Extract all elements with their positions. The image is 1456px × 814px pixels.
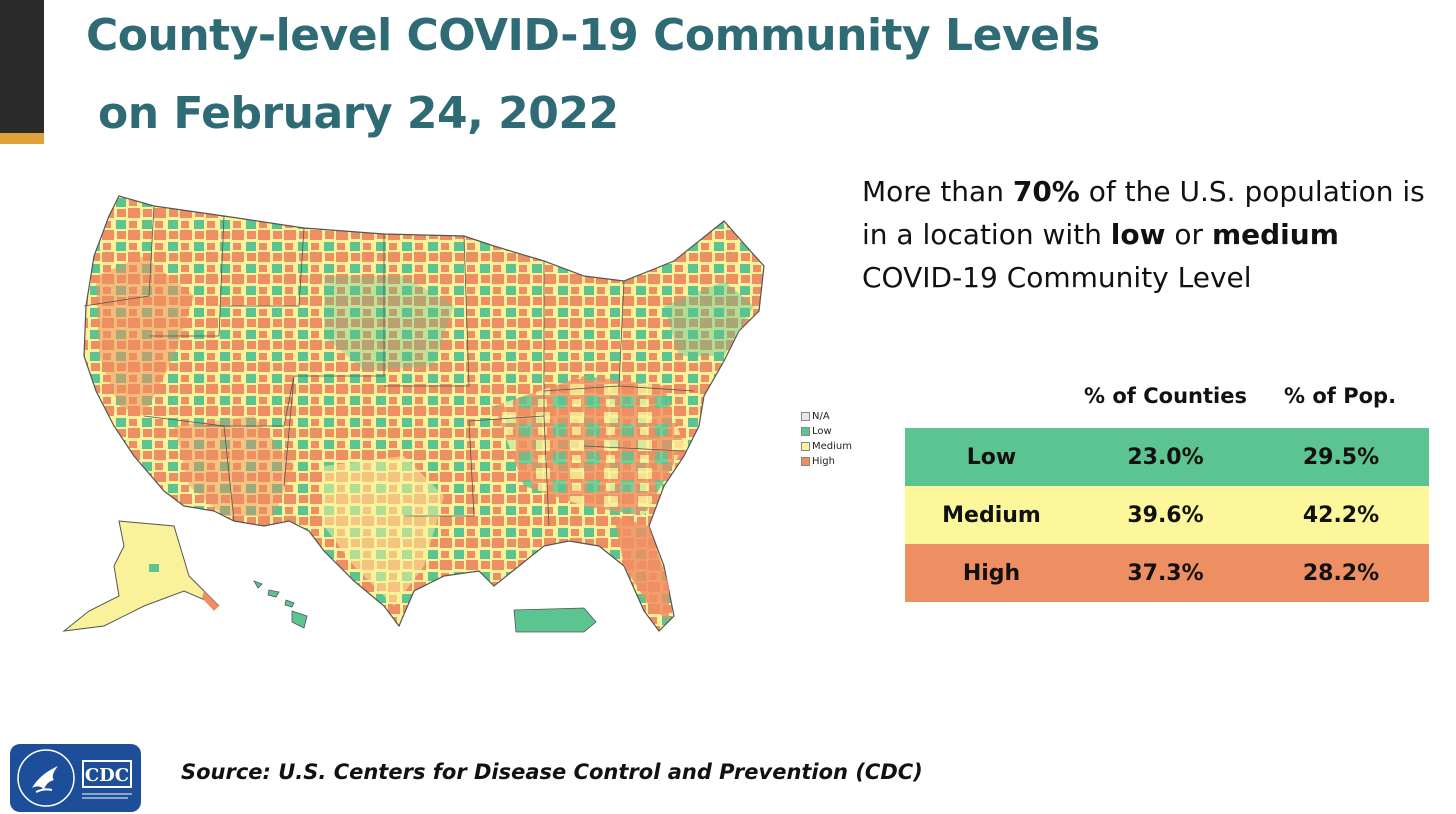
alaska-shape — [62, 520, 220, 632]
us-county-map — [62, 195, 765, 633]
cdc-logo-text: CDC — [85, 765, 129, 786]
hhs-eagle-icon: CDC — [17, 749, 132, 807]
table-row-high: High 37.3% 28.2% — [905, 544, 1429, 602]
legend-swatch-low — [801, 427, 810, 436]
legend-item-medium: Medium — [801, 439, 852, 454]
alaska-county-low — [149, 564, 159, 572]
table-cell-counties: 23.0% — [1127, 444, 1204, 470]
table-row-medium: Medium 39.6% 42.2% — [905, 486, 1429, 544]
legend-item-na: N/A — [801, 409, 852, 424]
table-cell-level: High — [962, 560, 1021, 586]
puerto-rico-shape — [513, 607, 597, 633]
corner-accent-dark — [0, 0, 44, 133]
table-cell-level: Low — [966, 444, 1017, 470]
title-line-1: County-level COVID-19 Community Levels — [86, 10, 1100, 61]
legend-label-na: N/A — [812, 411, 830, 422]
contiguous-us-shape — [83, 195, 765, 632]
map-legend: N/A Low Medium High — [801, 409, 852, 469]
legend-item-low: Low — [801, 424, 852, 439]
headline-statement: More than 70% of the U.S. population is … — [862, 170, 1442, 299]
alaska-county-high — [202, 591, 219, 611]
state-borders — [83, 205, 695, 527]
table-cell-level: Medium — [942, 502, 1041, 528]
legend-label-medium: Medium — [812, 441, 852, 452]
cdc-logo: CDC — [10, 744, 141, 812]
headline-emphasis-low: low — [1110, 218, 1166, 251]
hawaii-shape — [253, 580, 308, 629]
table-cell-counties: 37.3% — [1127, 560, 1204, 586]
table-cell-counties: 39.6% — [1127, 502, 1204, 528]
source-citation: Source: U.S. Centers for Disease Control… — [181, 760, 923, 784]
legend-label-high: High — [812, 456, 835, 467]
headline-emphasis-medium: medium — [1211, 218, 1339, 251]
legend-swatch-na — [801, 412, 810, 421]
corner-accent-gold — [0, 133, 44, 144]
map-region-texas — [324, 456, 444, 606]
map-region-midwest — [324, 276, 454, 371]
table-cell-population: 28.2% — [1302, 560, 1380, 586]
headline-emphasis-percent: 70% — [1012, 175, 1080, 208]
headline-text: of the U.S. population is in a location … — [862, 175, 1425, 251]
table-header-population: % of Pop. — [1284, 384, 1397, 408]
map-region-florida — [614, 516, 669, 621]
slide-title: County-level COVID-19 Community Levels o… — [86, 0, 1100, 150]
table-header-counties: % of Counties — [1084, 384, 1247, 408]
title-line-2: on February 24, 2022 — [98, 88, 619, 139]
table-row-low: Low 23.0% 29.5% — [905, 428, 1429, 486]
legend-swatch-high — [801, 457, 810, 466]
legend-label-low: Low — [812, 426, 832, 437]
headline-text: COVID-19 Community Level — [862, 261, 1252, 294]
headline-text: or — [1165, 218, 1212, 251]
legend-item-high: High — [801, 454, 852, 469]
legend-swatch-medium — [801, 442, 810, 451]
map-region-northeast — [664, 281, 754, 356]
headline-text: More than — [862, 175, 1013, 208]
map-region-west — [96, 256, 194, 416]
community-level-table: Low 23.0% 29.5% Medium 39.6% 42.2% High … — [905, 428, 1429, 602]
table-cell-population: 42.2% — [1302, 502, 1380, 528]
table-cell-population: 29.5% — [1302, 444, 1380, 470]
map-region-southwest — [174, 416, 294, 516]
